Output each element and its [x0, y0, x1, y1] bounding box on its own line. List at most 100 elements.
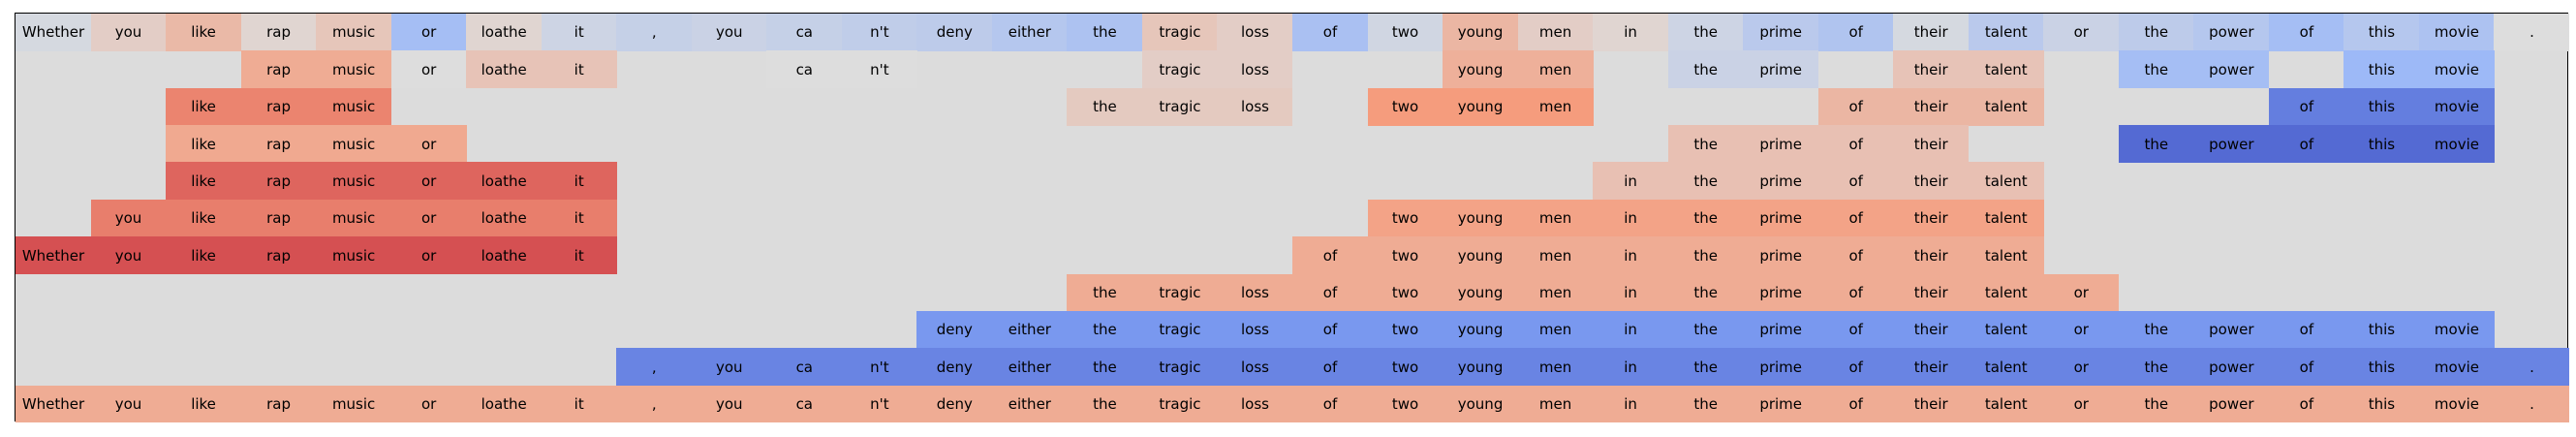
- heatmap-cell: in: [1593, 199, 1669, 237]
- heatmap-cell: men: [1517, 273, 1594, 312]
- heatmap-cell: movie: [2418, 385, 2495, 423]
- heatmap-cell: two: [1367, 14, 1443, 51]
- heatmap-cell: of: [1817, 162, 1894, 201]
- heatmap-cell: their: [1893, 14, 1970, 51]
- heatmap-cell: ,: [616, 348, 693, 387]
- heatmap-cell: loathe: [466, 385, 543, 423]
- heatmap-cell: of: [2268, 385, 2344, 423]
- heatmap-cell: loathe: [466, 14, 543, 51]
- heatmap-cell: music: [316, 125, 392, 163]
- heatmap-cell: young: [1443, 348, 1519, 387]
- heatmap-cell: this: [2343, 348, 2420, 387]
- heatmap-cell: movie: [2418, 50, 2495, 89]
- heatmap-cell: the: [1667, 14, 1744, 51]
- heatmap-cell: talent: [1968, 14, 2044, 51]
- heatmap-cell: of: [1817, 14, 1894, 51]
- heatmap-cell: tragic: [1141, 310, 1218, 349]
- heatmap-cell: or: [390, 125, 467, 163]
- heatmap-cell: young: [1443, 310, 1519, 349]
- heatmap-cell: the: [1667, 385, 1744, 423]
- heatmap-cell: of: [1292, 348, 1369, 387]
- heatmap-frame: Whether you like rap music or loathe it, you ca n'…: [15, 13, 2570, 423]
- heatmap-cell: of: [1292, 310, 1369, 349]
- heatmap-cell: of: [1817, 236, 1894, 275]
- heatmap-cell: it: [541, 162, 617, 201]
- heatmap-cell: loathe: [466, 236, 543, 275]
- heatmap-cell: ca: [766, 50, 843, 89]
- heatmap-cell: you: [691, 14, 767, 51]
- heatmap-cell: .: [2494, 14, 2570, 51]
- heatmap-cell: music: [316, 14, 392, 51]
- heatmap-cell: tragic: [1141, 273, 1218, 312]
- heatmap-cell: the: [2118, 125, 2194, 163]
- heatmap-cell: of: [2268, 87, 2344, 126]
- heatmap-cell: talent: [1968, 50, 2044, 89]
- heatmap-cell: n't: [841, 50, 917, 89]
- heatmap-cell: or: [390, 385, 467, 423]
- heatmap-cell: the: [1667, 162, 1744, 201]
- heatmap-cell: prime: [1743, 199, 1819, 237]
- heatmap-cell: prime: [1743, 310, 1819, 349]
- heatmap-cell: or: [2043, 385, 2120, 423]
- heatmap-cell: rap: [240, 87, 317, 126]
- heatmap-cell: talent: [1968, 385, 2044, 423]
- heatmap-cell: the: [1667, 236, 1744, 275]
- heatmap-cell: of: [1817, 273, 1894, 312]
- heatmap-cell: music: [316, 385, 392, 423]
- heatmap-cell: power: [2193, 50, 2270, 89]
- heatmap-cell: of: [1817, 385, 1894, 423]
- heatmap-cell: the: [1067, 87, 1143, 126]
- heatmap-cell: men: [1517, 87, 1594, 126]
- heatmap-cell: loss: [1217, 87, 1293, 126]
- heatmap-cell: in: [1593, 385, 1669, 423]
- heatmap-cell: music: [316, 236, 392, 275]
- heatmap-cell: two: [1367, 385, 1443, 423]
- heatmap-cell: their: [1893, 236, 1970, 275]
- heatmap-cell: men: [1517, 14, 1594, 51]
- heatmap-cell: you: [90, 236, 167, 275]
- heatmap-cell: their: [1893, 348, 1970, 387]
- heatmap-cell: the: [1067, 273, 1143, 312]
- heatmap-cell: prime: [1743, 385, 1819, 423]
- heatmap-cell: loss: [1217, 273, 1293, 312]
- heatmap-cell: like: [166, 236, 242, 275]
- heatmap-cell: the: [1667, 310, 1744, 349]
- heatmap-cell: their: [1893, 310, 1970, 349]
- heatmap-cell: prime: [1743, 162, 1819, 201]
- heatmap-cell: in: [1593, 14, 1669, 51]
- heatmap-cell: of: [2268, 14, 2344, 51]
- heatmap-cell: rap: [240, 162, 317, 201]
- heatmap-cell: the: [2118, 310, 2194, 349]
- heatmap-cell: like: [166, 14, 242, 51]
- heatmap-cell: two: [1367, 236, 1443, 275]
- heatmap-cell: of: [2268, 348, 2344, 387]
- heatmap-cell: tragic: [1141, 50, 1218, 89]
- heatmap-cell: rap: [240, 125, 317, 163]
- heatmap-cell: music: [316, 162, 392, 201]
- heatmap-cell: talent: [1968, 236, 2044, 275]
- heatmap-cell: movie: [2418, 14, 2495, 51]
- heatmap-cell: this: [2343, 125, 2420, 163]
- heatmap-cell: ca: [766, 348, 843, 387]
- heatmap-cell: tragic: [1141, 87, 1218, 126]
- heatmap-cell: in: [1593, 162, 1669, 201]
- heatmap-cell: in: [1593, 236, 1669, 275]
- heatmap-cell: it: [541, 236, 617, 275]
- heatmap-cell: deny: [916, 348, 993, 387]
- heatmap-cell: n't: [841, 348, 917, 387]
- heatmap-cell: talent: [1968, 162, 2044, 201]
- heatmap-cell: rap: [240, 14, 317, 51]
- heatmap-cell: it: [541, 385, 617, 423]
- heatmap-cell: young: [1443, 199, 1519, 237]
- heatmap-cell: young: [1443, 273, 1519, 312]
- heatmap-cell: n't: [841, 14, 917, 51]
- heatmap-cell: the: [1667, 50, 1744, 89]
- heatmap-cell: you: [90, 199, 167, 237]
- heatmap-cell: the: [1667, 348, 1744, 387]
- heatmap-cell: talent: [1968, 273, 2044, 312]
- heatmap-cell: music: [316, 50, 392, 89]
- heatmap-cell: men: [1517, 199, 1594, 237]
- heatmap-cell: rap: [240, 50, 317, 89]
- heatmap-cell: two: [1367, 199, 1443, 237]
- heatmap-cell: their: [1893, 273, 1970, 312]
